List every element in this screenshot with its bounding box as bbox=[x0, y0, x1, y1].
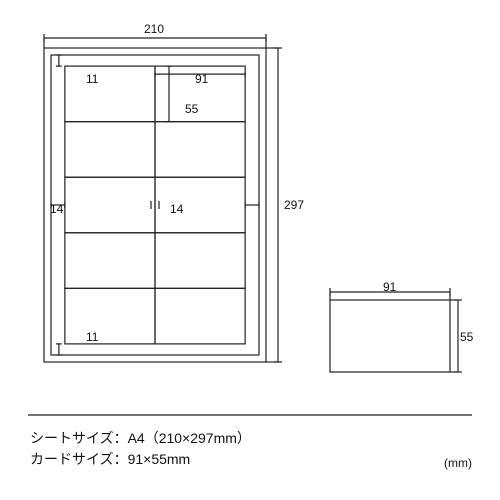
unit-label: (mm) bbox=[444, 456, 472, 470]
dim-sheet-w: 210 bbox=[144, 22, 164, 36]
caption-block: シートサイズ：A4（210×297mm） カードサイズ：91×55mm bbox=[30, 428, 251, 470]
diagram-svg bbox=[0, 0, 500, 500]
dim-small-h: 55 bbox=[460, 330, 473, 344]
caption-line-2: カードサイズ：91×55mm bbox=[30, 449, 251, 470]
caption-line-1: シートサイズ：A4（210×297mm） bbox=[30, 428, 251, 449]
dim-small-w: 91 bbox=[383, 280, 396, 294]
diagram-root: 210 297 11 11 14 14 91 55 91 55 シートサイズ：A… bbox=[0, 0, 500, 500]
dim-side-mid: 14 bbox=[170, 202, 183, 216]
dim-card-w: 91 bbox=[195, 72, 208, 86]
dim-side-left: 14 bbox=[50, 202, 63, 216]
dim-sheet-h: 297 bbox=[284, 198, 304, 212]
dim-bot-margin: 11 bbox=[86, 330, 98, 344]
dim-card-h: 55 bbox=[185, 102, 198, 116]
dim-top-margin: 11 bbox=[86, 72, 98, 86]
